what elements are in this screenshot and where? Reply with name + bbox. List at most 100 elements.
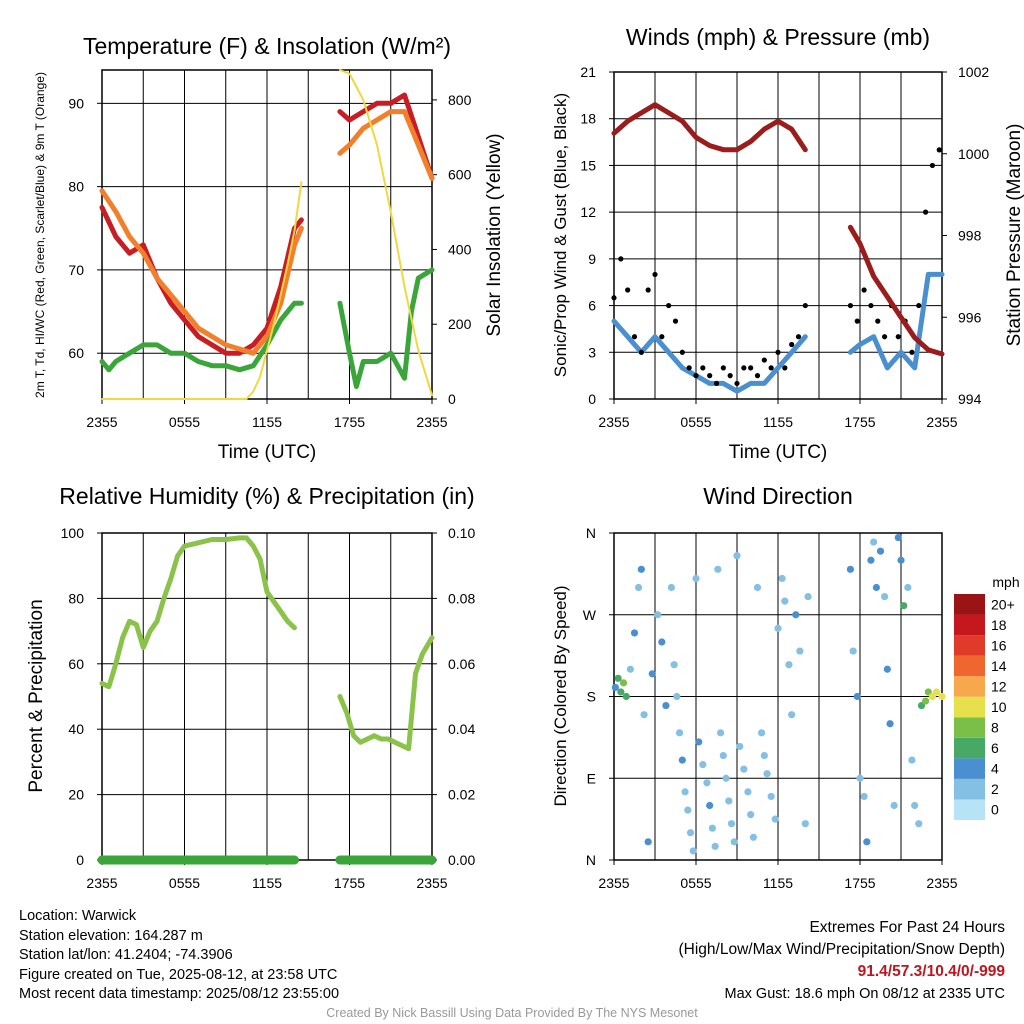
direction-point bbox=[849, 647, 857, 655]
gust-point bbox=[734, 380, 740, 387]
direction-point bbox=[719, 751, 727, 760]
y-tick-label: 100 bbox=[61, 525, 85, 541]
gust-point bbox=[672, 318, 679, 324]
y-tick-label: 9 bbox=[588, 251, 596, 267]
x-tick-label: 2355 bbox=[598, 875, 629, 891]
y-tick-label: 20 bbox=[68, 787, 84, 803]
y-tick-label: 18 bbox=[580, 111, 596, 127]
y2-tick-label: 0 bbox=[448, 391, 456, 407]
direction-point bbox=[730, 838, 738, 846]
series-line bbox=[101, 181, 303, 400]
y2-tick-label: 0.06 bbox=[448, 656, 475, 672]
gust-point bbox=[700, 365, 706, 371]
direction-point bbox=[911, 801, 919, 810]
direction-point bbox=[689, 847, 697, 855]
direction-point bbox=[890, 801, 898, 810]
direction-point bbox=[863, 838, 871, 846]
gust-point bbox=[761, 357, 767, 363]
direction-point bbox=[692, 574, 700, 583]
y-tick-label: 21 bbox=[580, 64, 596, 80]
wind-direction-ylabel-left: Direction (Colored By Speed) bbox=[551, 585, 570, 806]
y-tick-label: 12 bbox=[580, 204, 596, 220]
direction-point bbox=[771, 815, 779, 823]
series-line bbox=[847, 271, 945, 371]
colorbar-label: 18 bbox=[991, 617, 1007, 633]
direction-point bbox=[894, 533, 902, 542]
direction-point bbox=[883, 665, 891, 673]
direction-point bbox=[711, 842, 719, 850]
direction-point bbox=[686, 829, 695, 837]
gust-point bbox=[611, 295, 617, 301]
figure-created: Figure created on Tue, 2025-08-12, at 23… bbox=[19, 966, 338, 983]
y-tick-label: 90 bbox=[68, 95, 84, 111]
direction-point bbox=[860, 792, 868, 801]
winds-ylabel-left: Sonic/Prop Wind & Gust (Blue, Black) bbox=[551, 93, 570, 377]
y-tick-label: 80 bbox=[68, 590, 84, 606]
y2-tick-label: 0.02 bbox=[448, 787, 475, 803]
y-tick-label: S bbox=[587, 689, 596, 705]
series-line bbox=[611, 102, 808, 153]
gust-point bbox=[727, 373, 733, 379]
gust-point bbox=[713, 380, 720, 387]
gust-point bbox=[645, 287, 651, 293]
gust-point bbox=[854, 318, 860, 324]
extremes-title: Extremes For Past 24 Hours bbox=[809, 919, 1005, 936]
direction-point bbox=[867, 556, 875, 564]
direction-point bbox=[670, 661, 678, 669]
direction-point bbox=[856, 774, 864, 782]
gust-point bbox=[782, 365, 788, 371]
y2-tick-label: 600 bbox=[448, 167, 472, 183]
colorbar-swatch bbox=[954, 799, 985, 820]
y-tick-label: 15 bbox=[580, 157, 596, 173]
colorbar-title: mph bbox=[992, 574, 1019, 590]
direction-point bbox=[904, 583, 912, 592]
direction-point bbox=[662, 701, 670, 710]
direction-point bbox=[681, 788, 689, 796]
colorbar-label: 10 bbox=[991, 699, 1007, 715]
direction-point bbox=[763, 770, 771, 778]
station-info: Location: Warwick Station elevation: 164… bbox=[19, 907, 339, 1005]
direction-point bbox=[792, 611, 800, 619]
x-tick-label: 1755 bbox=[844, 414, 875, 430]
direction-point bbox=[915, 820, 923, 828]
direction-point bbox=[699, 761, 707, 769]
direction-point bbox=[637, 565, 645, 573]
direction-point bbox=[617, 688, 625, 696]
gust-point bbox=[748, 365, 754, 371]
temperature-xlabel: Time (UTC) bbox=[218, 442, 317, 463]
colorbar-swatch bbox=[954, 717, 985, 738]
direction-point bbox=[684, 806, 692, 814]
series-line bbox=[99, 204, 304, 356]
max-gust: Max Gust: 18.6 mph On 08/12 at 2335 UTC bbox=[724, 986, 1005, 1002]
x-tick-label: 1755 bbox=[334, 414, 365, 430]
direction-point bbox=[648, 670, 656, 678]
extremes-info: Extremes For Past 24 Hours (High/Low/Max… bbox=[679, 917, 1006, 1005]
y2-tick-label: 994 bbox=[958, 391, 982, 407]
x-tick-label: 2355 bbox=[598, 414, 629, 430]
direction-point bbox=[658, 638, 666, 646]
direction-point bbox=[872, 583, 881, 592]
y2-tick-label: 1000 bbox=[958, 146, 989, 162]
gust-point bbox=[618, 256, 624, 262]
direction-point bbox=[722, 774, 730, 782]
winds-xlabel: Time (UTC) bbox=[729, 442, 828, 463]
direction-point bbox=[708, 824, 717, 832]
direction-point bbox=[760, 751, 768, 760]
x-tick-label: 1755 bbox=[844, 875, 875, 891]
direction-point bbox=[908, 756, 916, 764]
direction-point bbox=[801, 820, 809, 828]
series-line bbox=[337, 635, 435, 752]
direction-point bbox=[611, 683, 619, 692]
direction-point bbox=[747, 810, 755, 819]
direction-point bbox=[706, 801, 714, 810]
direction-point bbox=[717, 729, 725, 737]
wind-direction-panel: Wind Direction Direction (Colored By Spe… bbox=[551, 483, 1020, 891]
x-tick-label: 2355 bbox=[416, 875, 447, 891]
colorbar-swatch bbox=[954, 614, 985, 636]
x-tick-label: 2355 bbox=[926, 414, 957, 430]
direction-point bbox=[785, 661, 793, 669]
y-tick-label: 3 bbox=[588, 344, 596, 360]
y-tick-label: 40 bbox=[68, 721, 84, 737]
gust-point bbox=[882, 334, 888, 340]
